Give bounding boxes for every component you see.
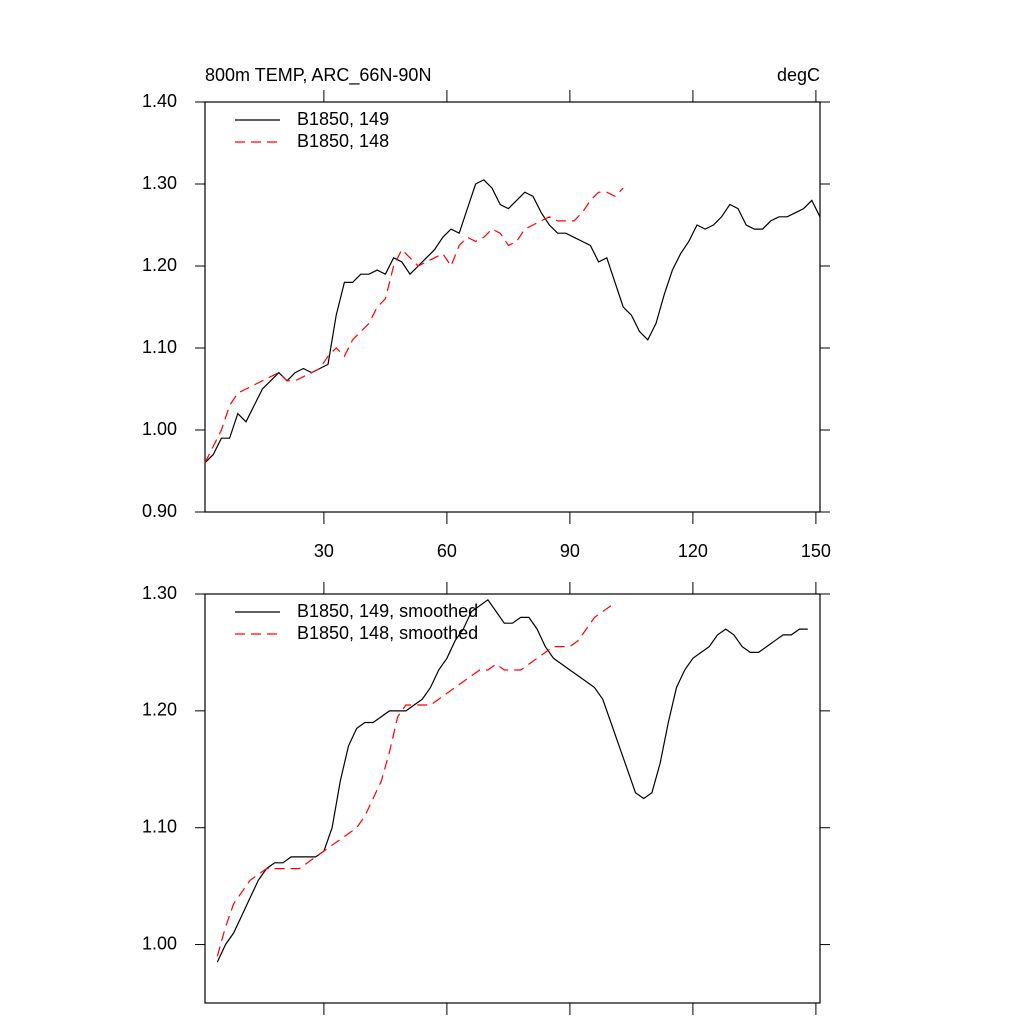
y-tick-label: 1.40 xyxy=(142,91,177,111)
data-line xyxy=(216,605,612,957)
y-tick-label: 1.20 xyxy=(142,255,177,275)
units-label: degC xyxy=(777,65,820,85)
y-tick-label: 1.10 xyxy=(142,337,177,357)
plot-frame xyxy=(204,101,821,513)
plot-frame xyxy=(204,593,821,1004)
x-tick-label: 30 xyxy=(314,541,334,561)
y-tick-label: 1.10 xyxy=(142,816,177,836)
legend-label: B1850, 149, smoothed xyxy=(297,601,478,621)
x-tick-label: 150 xyxy=(801,541,831,561)
data-line xyxy=(216,598,808,963)
data-line xyxy=(204,179,821,464)
x-tick-label: 120 xyxy=(678,541,708,561)
x-tick-label: 60 xyxy=(437,541,457,561)
y-tick-label: 1.00 xyxy=(142,933,177,953)
data-line xyxy=(204,187,624,464)
y-tick-label: 1.00 xyxy=(142,419,177,439)
y-tick-label: 0.90 xyxy=(142,501,177,521)
y-tick-label: 1.20 xyxy=(142,700,177,720)
y-tick-label: 1.30 xyxy=(142,173,177,193)
chart-title: 800m TEMP, ARC_66N-90N xyxy=(205,65,431,86)
x-tick-label: 90 xyxy=(560,541,580,561)
y-tick-label: 1.30 xyxy=(142,583,177,603)
legend-label: B1850, 148 xyxy=(297,131,389,151)
legend-label: B1850, 148, smoothed xyxy=(297,623,478,643)
legend-label: B1850, 149 xyxy=(297,109,389,129)
